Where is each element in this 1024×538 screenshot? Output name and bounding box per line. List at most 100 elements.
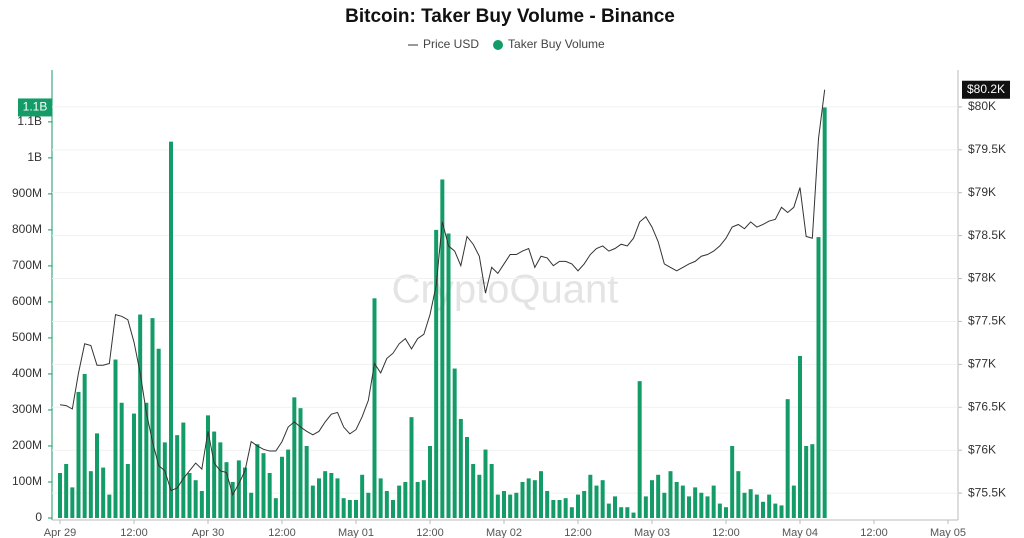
bar xyxy=(761,501,765,518)
y2-tick-label: $80K xyxy=(968,99,996,113)
x-tick-label: 12:00 xyxy=(268,527,296,538)
bar xyxy=(730,445,735,518)
bar xyxy=(656,474,661,518)
bar xyxy=(138,314,143,518)
bar xyxy=(465,436,469,518)
bar xyxy=(502,490,506,518)
bar xyxy=(175,435,180,518)
bar xyxy=(693,487,698,518)
bar xyxy=(539,471,543,518)
bar xyxy=(619,507,624,518)
bar xyxy=(132,413,136,518)
x-tick-label: Apr 30 xyxy=(192,527,224,538)
bar xyxy=(668,471,673,518)
bar xyxy=(650,480,654,518)
bar xyxy=(551,499,556,518)
bar xyxy=(403,481,408,518)
bar xyxy=(631,512,636,518)
bar xyxy=(88,471,93,518)
bar xyxy=(378,478,383,518)
bar xyxy=(434,229,439,519)
bar xyxy=(736,471,741,518)
bar xyxy=(286,449,291,518)
bar xyxy=(298,408,303,518)
bar xyxy=(588,474,593,518)
y-tick-label: 100M xyxy=(12,474,42,488)
price-line xyxy=(59,89,826,497)
watermark: CryptoQuant xyxy=(392,268,619,312)
bar xyxy=(261,453,266,518)
bar xyxy=(557,499,562,518)
bar xyxy=(384,490,389,518)
bar xyxy=(748,489,753,518)
bar xyxy=(606,503,611,518)
bar xyxy=(236,460,241,518)
bar xyxy=(76,391,81,518)
x-tick-label: May 02 xyxy=(486,527,522,538)
bar xyxy=(323,471,328,518)
bar xyxy=(742,492,747,518)
bar xyxy=(335,478,340,518)
bar xyxy=(317,478,321,518)
bar xyxy=(532,480,537,518)
bar xyxy=(70,487,75,518)
bar xyxy=(804,445,809,518)
bar xyxy=(705,496,710,518)
bar xyxy=(95,433,99,518)
y2-tick-label: $77K xyxy=(968,357,996,371)
x-tick-label: May 03 xyxy=(634,527,670,538)
bar xyxy=(717,503,722,518)
x-tick-label: 12:00 xyxy=(860,527,888,538)
bar xyxy=(773,503,778,518)
badge-label: 1.1B xyxy=(23,100,48,114)
bar xyxy=(600,480,605,518)
bar xyxy=(125,463,130,518)
bar xyxy=(428,445,432,518)
bar xyxy=(249,492,254,518)
y2-tick-label: $76.5K xyxy=(968,399,1006,413)
bar xyxy=(310,485,315,518)
legend-label: Price USD xyxy=(423,37,479,51)
bar xyxy=(341,498,346,518)
bar xyxy=(397,485,402,518)
bar xyxy=(150,318,155,518)
bar xyxy=(514,492,519,518)
bar xyxy=(637,381,642,518)
bar xyxy=(169,141,173,518)
badge-box xyxy=(18,98,52,117)
bar xyxy=(206,415,210,518)
legend-label: Taker Buy Volume xyxy=(508,37,605,51)
bar xyxy=(495,494,500,518)
bar xyxy=(471,463,476,518)
bar xyxy=(458,418,463,518)
y-tick-label: 600M xyxy=(12,294,42,308)
bar xyxy=(415,481,420,518)
bar xyxy=(674,481,679,518)
x-tick-label: Apr 29 xyxy=(44,527,76,538)
bar xyxy=(360,474,365,518)
bar xyxy=(199,490,204,518)
y-tick-label: 400M xyxy=(12,366,42,380)
bar xyxy=(724,507,728,518)
bar xyxy=(107,494,112,518)
bar xyxy=(699,492,704,518)
bar xyxy=(680,485,685,518)
bar xyxy=(212,431,217,518)
bar xyxy=(791,485,796,518)
bar xyxy=(446,233,451,518)
bar xyxy=(452,368,457,518)
bar xyxy=(372,298,377,518)
bar xyxy=(58,472,62,518)
bar xyxy=(156,348,161,518)
bar xyxy=(409,417,414,518)
y2-tick-label: $78K xyxy=(968,271,996,285)
bar xyxy=(508,494,513,518)
bar xyxy=(754,494,759,518)
price-badge: $80.2K xyxy=(962,80,1010,99)
x-tick-label: 12:00 xyxy=(120,527,148,538)
bar xyxy=(687,496,691,518)
bar xyxy=(354,499,358,518)
bar xyxy=(224,462,229,518)
y-tick-label: 1.1B xyxy=(17,114,42,128)
bar xyxy=(662,492,667,518)
